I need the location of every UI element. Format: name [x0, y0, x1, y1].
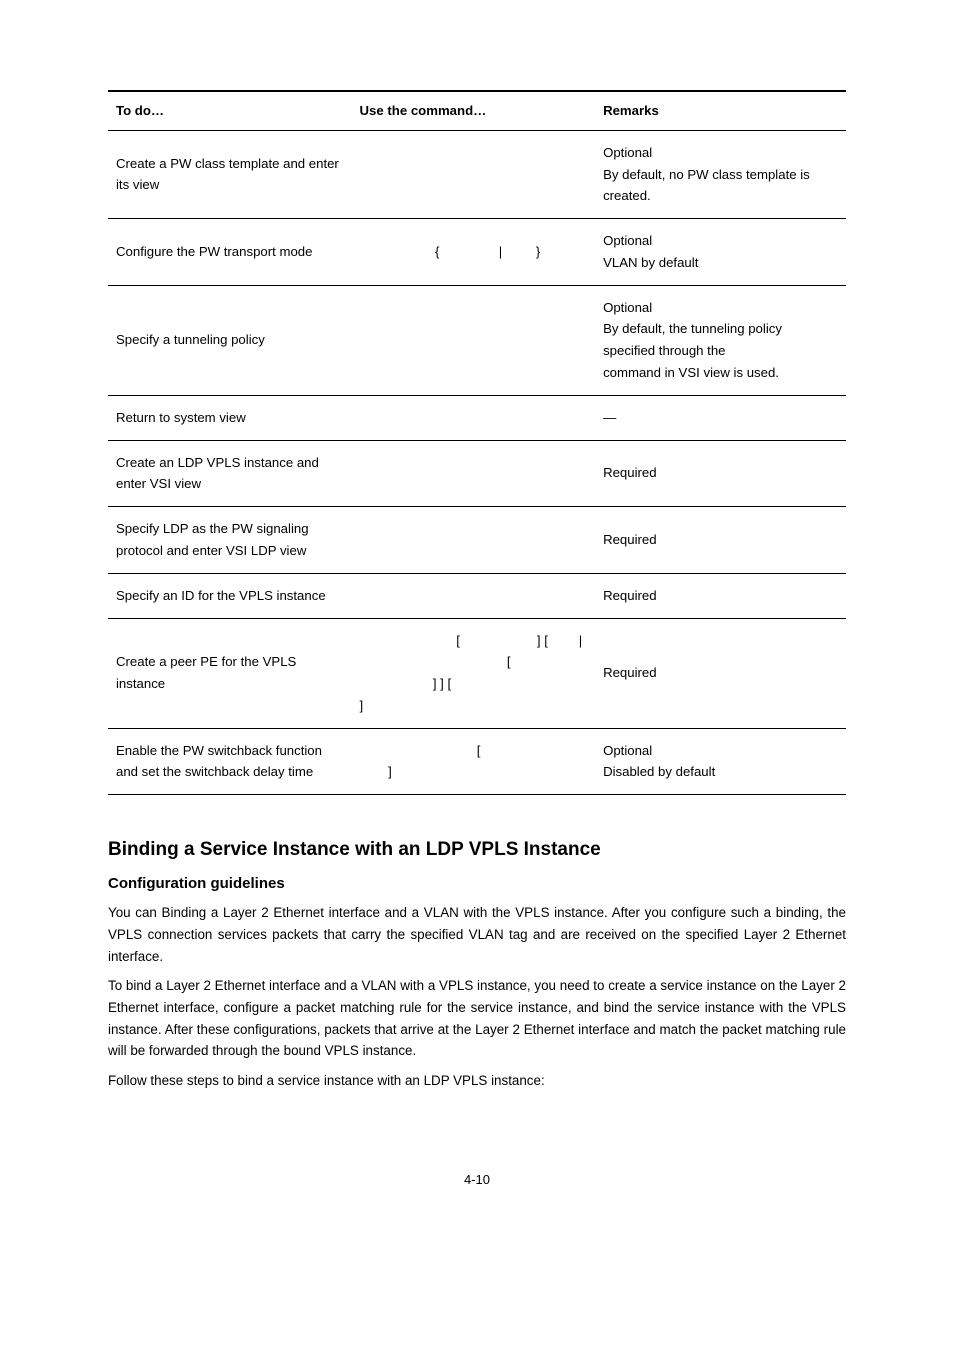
col-remarks: Remarks — [595, 91, 846, 130]
page: To do… Use the command… Remarks Create a… — [0, 0, 954, 1247]
paragraph: To bind a Layer 2 Ethernet interface and… — [108, 975, 846, 1062]
cell-command: vsi-id vsi-id — [352, 573, 596, 618]
cell-todo: Configure the PW transport mode — [108, 219, 352, 286]
paragraph: Follow these steps to bind a service ins… — [108, 1070, 846, 1092]
cell-command: dual-npe revertive [ wtr-time wtr-time ] — [352, 728, 596, 795]
table-row: Specify an ID for the VPLS instancevsi-i… — [108, 573, 846, 618]
cell-remarks: OptionalBy default, no PW class template… — [595, 130, 846, 218]
section-title: Binding a Service Instance with an LDP V… — [108, 839, 846, 861]
table-row: Specify LDP as the PW signaling protocol… — [108, 507, 846, 574]
cell-remarks: OptionalVLAN by default — [595, 219, 846, 286]
table-body: Create a PW class template and enter its… — [108, 130, 846, 794]
cell-todo: Specify an ID for the VPLS instance — [108, 573, 352, 618]
cell-remarks: OptionalBy default, the tunneling policy… — [595, 285, 846, 395]
cell-command: pwsignal ldp — [352, 507, 596, 574]
cell-remarks: OptionalDisabled by default — [595, 728, 846, 795]
table-row: Create an LDP VPLS instance and enter VS… — [108, 440, 846, 507]
paragraph: You can Binding a Layer 2 Ethernet inter… — [108, 902, 846, 967]
cell-remarks: — — [595, 395, 846, 440]
cell-remarks: Required — [595, 440, 846, 507]
cell-todo: Create a peer PE for the VPLS instance — [108, 618, 352, 728]
table-header-row: To do… Use the command… Remarks — [108, 91, 846, 130]
config-steps-table: To do… Use the command… Remarks Create a… — [108, 90, 846, 795]
cell-command: vsi vsi-name static — [352, 440, 596, 507]
cell-command: peer ip-address [ pw-id pw-id ] [ upe | … — [352, 618, 596, 728]
col-todo: To do… — [108, 91, 352, 130]
table-row: Specify a tunneling policytnl-policy tun… — [108, 285, 846, 395]
cell-command: trans-mode { ethernet | vlan } — [352, 219, 596, 286]
table-row: Enable the PW switchback function and se… — [108, 728, 846, 795]
subsection-title: Configuration guidelines — [108, 875, 846, 892]
cell-command: tnl-policy tunnel-policy-name — [352, 285, 596, 395]
table-row: Configure the PW transport modetrans-mod… — [108, 219, 846, 286]
cell-remarks: Required — [595, 507, 846, 574]
col-command: Use the command… — [352, 91, 596, 130]
table-row: Create a PW class template and enter its… — [108, 130, 846, 218]
cell-todo: Specify a tunneling policy — [108, 285, 352, 395]
table-row: Return to system viewquit— — [108, 395, 846, 440]
page-number: 4-10 — [108, 1172, 846, 1187]
cell-todo: Create a PW class template and enter its… — [108, 130, 352, 218]
cell-command: pw-class pw-class-name — [352, 130, 596, 218]
cell-todo: Create an LDP VPLS instance and enter VS… — [108, 440, 352, 507]
cell-command: quit — [352, 395, 596, 440]
cell-todo: Specify LDP as the PW signaling protocol… — [108, 507, 352, 574]
table-row: Create a peer PE for the VPLS instancepe… — [108, 618, 846, 728]
cell-remarks: Required — [595, 618, 846, 728]
cell-todo: Return to system view — [108, 395, 352, 440]
cell-remarks: Required — [595, 573, 846, 618]
cell-todo: Enable the PW switchback function and se… — [108, 728, 352, 795]
